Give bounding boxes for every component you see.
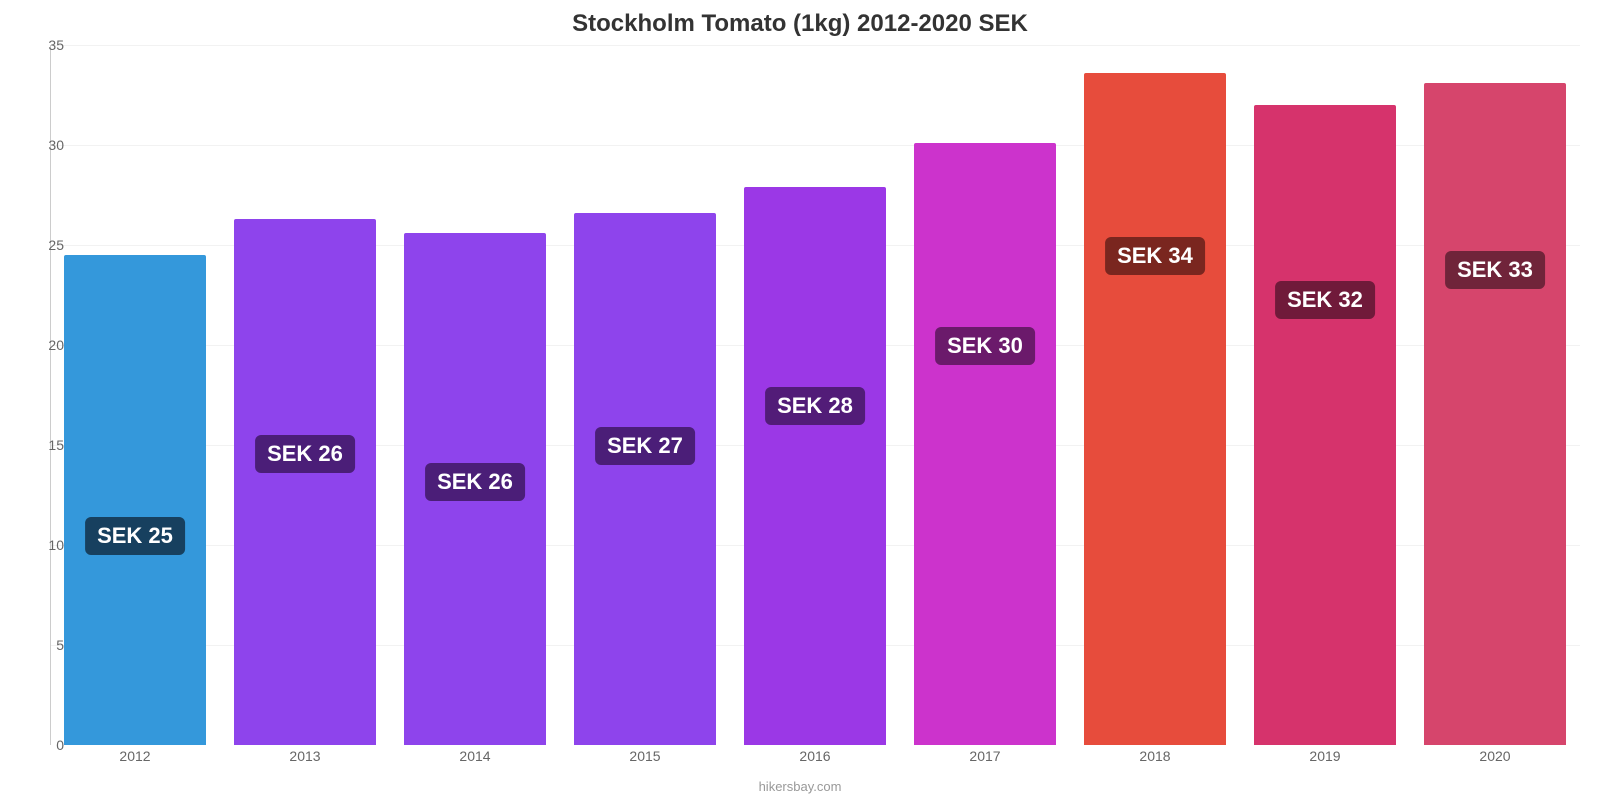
- bar-slot: SEK 25: [50, 45, 220, 745]
- bar: SEK 28: [744, 187, 885, 745]
- bar: SEK 25: [64, 255, 205, 745]
- y-tick-label: 15: [24, 437, 64, 453]
- y-tick-label: 20: [24, 337, 64, 353]
- x-tick-label: 2018: [1070, 748, 1240, 764]
- bar-slot: SEK 32: [1240, 45, 1410, 745]
- bar-value-label: SEK 32: [1275, 281, 1375, 319]
- bar-slot: SEK 30: [900, 45, 1070, 745]
- bar-slot: SEK 33: [1410, 45, 1580, 745]
- bar-slot: SEK 34: [1070, 45, 1240, 745]
- source-label: hikersbay.com: [0, 779, 1600, 794]
- x-tick-label: 2019: [1240, 748, 1410, 764]
- x-tick-label: 2017: [900, 748, 1070, 764]
- x-tick-label: 2014: [390, 748, 560, 764]
- bar: SEK 30: [914, 143, 1055, 745]
- bars-container: SEK 25 SEK 26 SEK 26 SEK 27 SEK 28 SEK 30 SEK …: [50, 45, 1580, 745]
- x-tick-label: 2013: [220, 748, 390, 764]
- bar-slot: SEK 26: [220, 45, 390, 745]
- bar-value-label: SEK 30: [935, 327, 1035, 365]
- bar: SEK 33: [1424, 83, 1565, 745]
- bar-slot: SEK 28: [730, 45, 900, 745]
- bar-value-label: SEK 28: [765, 387, 865, 425]
- bar-value-label: SEK 27: [595, 427, 695, 465]
- y-tick-label: 25: [24, 237, 64, 253]
- y-tick-label: 30: [24, 137, 64, 153]
- bar-value-label: SEK 26: [255, 435, 355, 473]
- bar-value-label: SEK 33: [1445, 251, 1545, 289]
- bar-value-label: SEK 26: [425, 463, 525, 501]
- bar-slot: SEK 27: [560, 45, 730, 745]
- x-tick-label: 2020: [1410, 748, 1580, 764]
- plot-area: SEK 25 SEK 26 SEK 26 SEK 27 SEK 28 SEK 30 SEK …: [50, 45, 1580, 745]
- y-tick-label: 10: [24, 537, 64, 553]
- bar: SEK 26: [234, 219, 375, 745]
- x-labels: 201220132014201520162017201820192020: [50, 748, 1580, 764]
- chart-title: Stockholm Tomato (1kg) 2012-2020 SEK: [0, 10, 1600, 38]
- y-tick-label: 5: [24, 637, 64, 653]
- bar: SEK 26: [404, 233, 545, 745]
- bar-slot: SEK 26: [390, 45, 560, 745]
- x-tick-label: 2012: [50, 748, 220, 764]
- y-tick-label: 35: [24, 37, 64, 53]
- x-tick-label: 2016: [730, 748, 900, 764]
- bar-value-label: SEK 34: [1105, 237, 1205, 275]
- bar: SEK 27: [574, 213, 715, 745]
- bar-value-label: SEK 25: [85, 517, 185, 555]
- bar: SEK 34: [1084, 73, 1225, 745]
- x-tick-label: 2015: [560, 748, 730, 764]
- bar: SEK 32: [1254, 105, 1395, 745]
